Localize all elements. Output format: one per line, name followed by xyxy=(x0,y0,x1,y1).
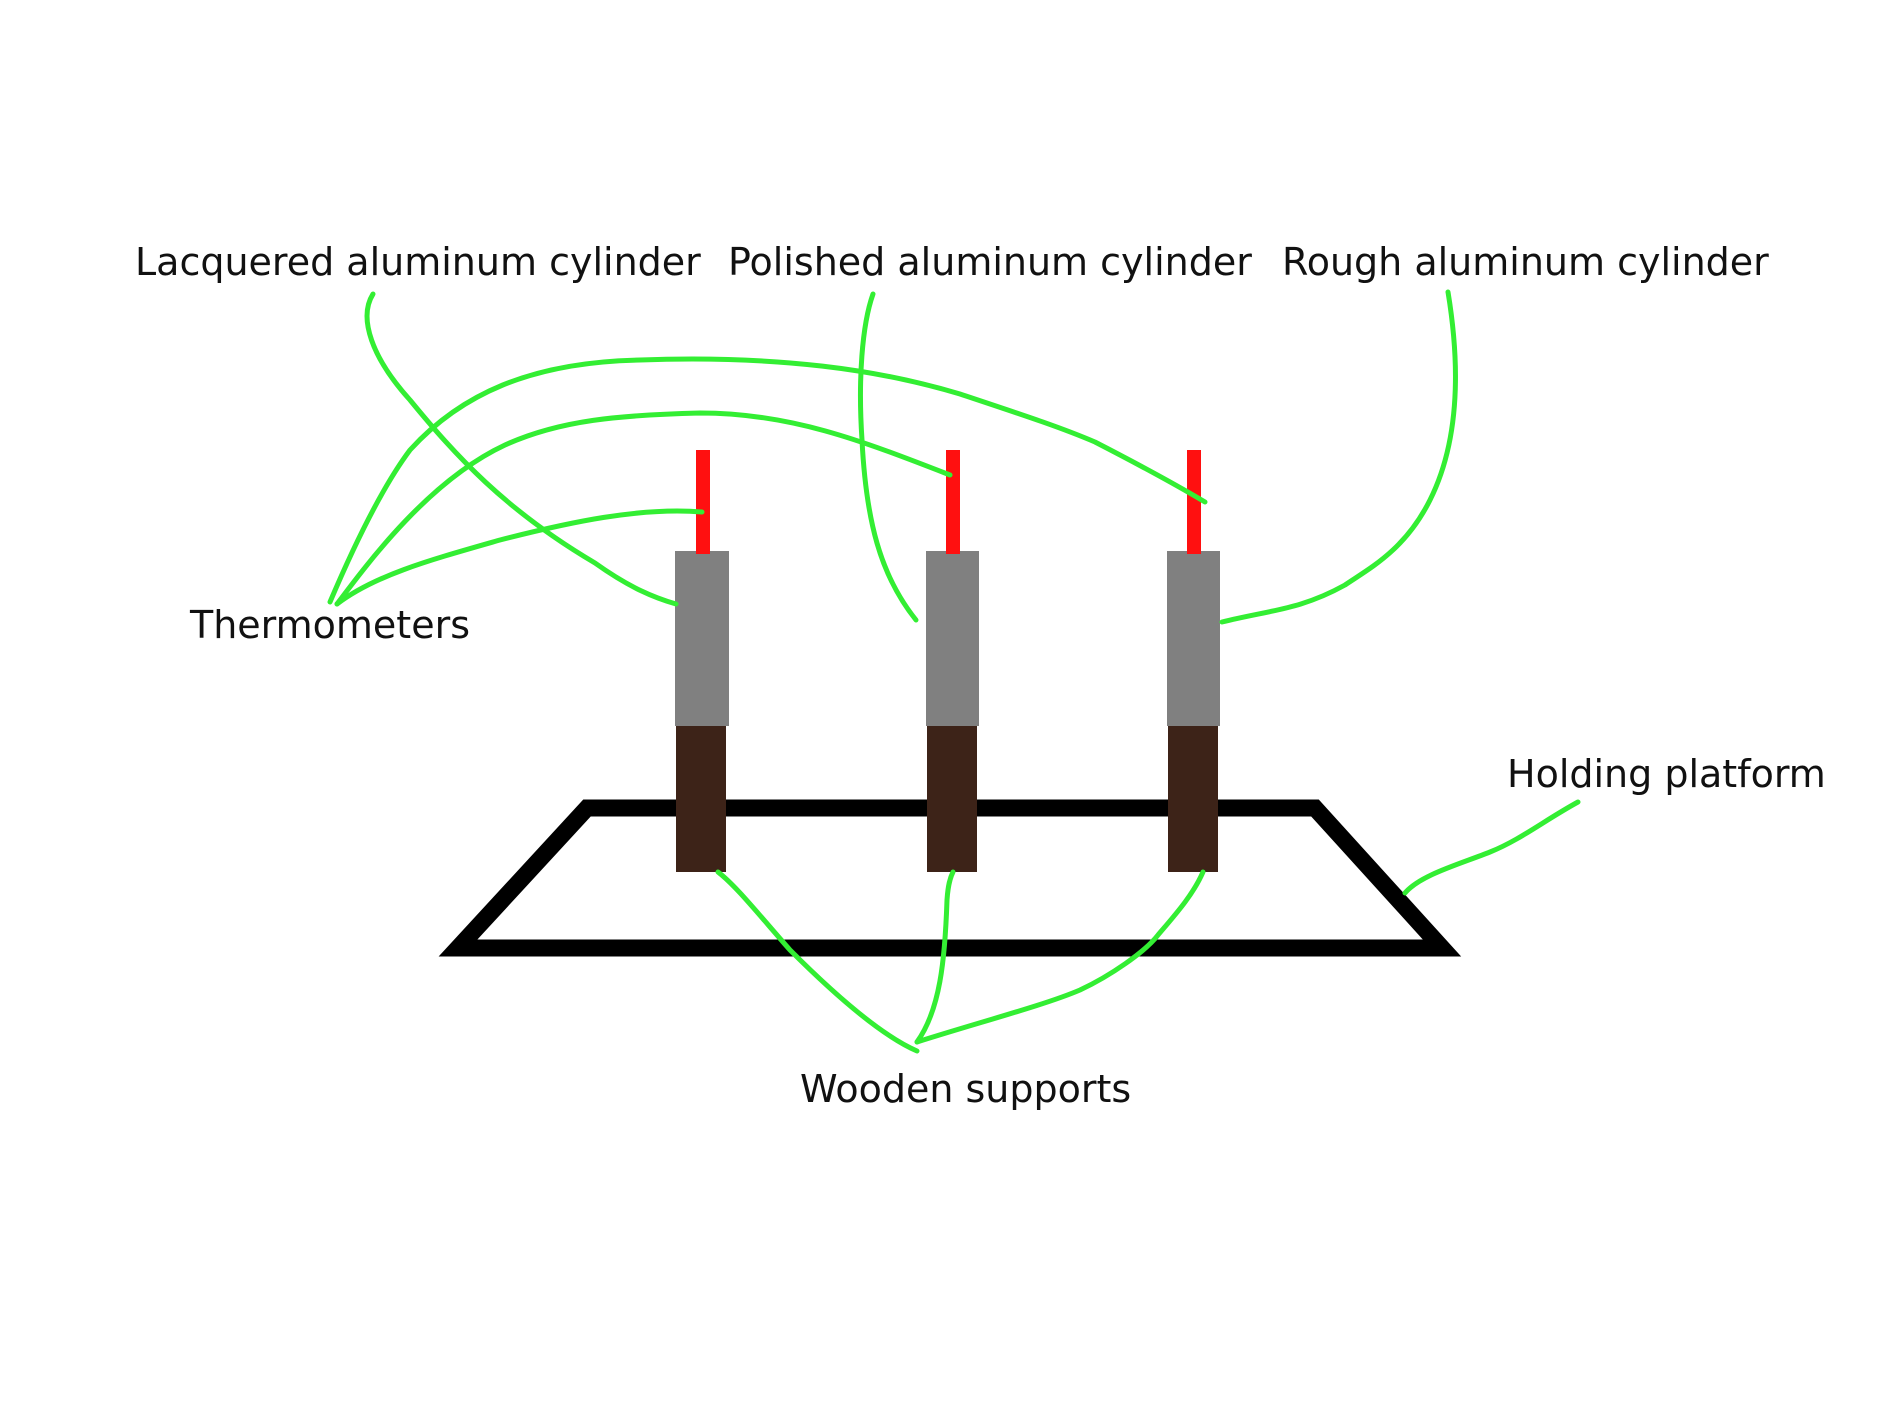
thermometer-middle xyxy=(946,450,960,554)
leader-line-thermometer-left xyxy=(334,508,705,607)
label-lacquered-cylinder: Lacquered aluminum cylinder xyxy=(135,240,701,284)
holding-platform xyxy=(438,799,1462,957)
label-polished-cylinder: Polished aluminum cylinder xyxy=(728,240,1252,284)
wooden-support-right xyxy=(1168,724,1218,872)
leader-line-wooden-middle xyxy=(914,869,956,1045)
thermometer-right xyxy=(1187,450,1201,554)
label-wooden-supports: Wooden supports xyxy=(800,1067,1131,1111)
cylinder-lacquered xyxy=(675,551,729,726)
leader-line-holding-platform xyxy=(1402,799,1581,896)
leader-line-lacquered xyxy=(364,291,679,607)
label-holding-platform: Holding platform xyxy=(1507,752,1826,796)
leader-line-thermometer-middle xyxy=(334,410,953,607)
wooden-support-middle xyxy=(927,724,977,872)
leader-line-wooden-left xyxy=(715,869,920,1054)
label-thermometers: Thermometers xyxy=(189,603,470,647)
wooden-support-left xyxy=(676,724,726,872)
leader-line-thermometer-right xyxy=(327,356,1208,605)
cylinder-rough xyxy=(1167,551,1220,726)
thermometer-left xyxy=(696,450,710,554)
leader-line-rough xyxy=(1219,289,1458,625)
cylinder-polished xyxy=(926,551,979,726)
leader-line-wooden-right xyxy=(914,869,1206,1045)
label-rough-cylinder: Rough aluminum cylinder xyxy=(1282,240,1769,284)
